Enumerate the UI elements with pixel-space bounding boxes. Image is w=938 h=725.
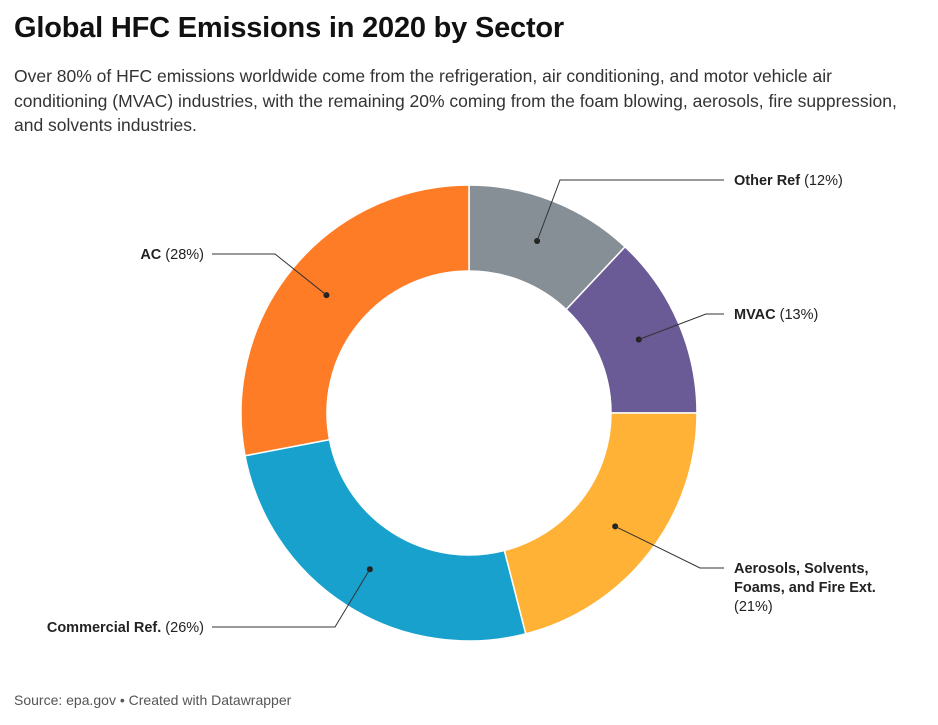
label-mvac: MVAC (13%)	[734, 307, 818, 323]
slice-ac[interactable]	[240, 184, 470, 457]
donut-slices	[240, 184, 698, 642]
label-other-ref: Other Ref (12%)	[734, 173, 843, 189]
leader-line-commercial-ref	[212, 568, 371, 628]
label-ac: AC (28%)	[140, 247, 204, 263]
leader-line-aerosols-solvents-foams-and-fire-ext	[614, 525, 724, 569]
slice-commercial-ref[interactable]	[244, 438, 527, 642]
source-footer: Source: epa.gov • Created with Datawrapp…	[14, 692, 292, 708]
label-aerosols-solvents-foams-and-fire-ext: Aerosols, Solvents, Foams, and Fire Ext.(…	[734, 561, 876, 615]
leader-line-ac	[212, 253, 327, 296]
label-commercial-ref: Commercial Ref. (26%)	[47, 620, 204, 636]
leader-line-mvac	[638, 313, 724, 340]
chart-subtitle: Over 80% of HFC emissions worldwide come…	[14, 66, 897, 135]
leader-lines	[212, 179, 724, 628]
leader-line-other-ref	[536, 179, 724, 242]
slice-labels: Other Ref (12%) MVAC (13%) Aerosols, Solve…	[47, 173, 876, 636]
slice-aerosols-solvents-foams-and-fire-ext[interactable]	[503, 412, 698, 635]
chart-title: Global HFC Emissions in 2020 by Sector	[14, 12, 565, 44]
